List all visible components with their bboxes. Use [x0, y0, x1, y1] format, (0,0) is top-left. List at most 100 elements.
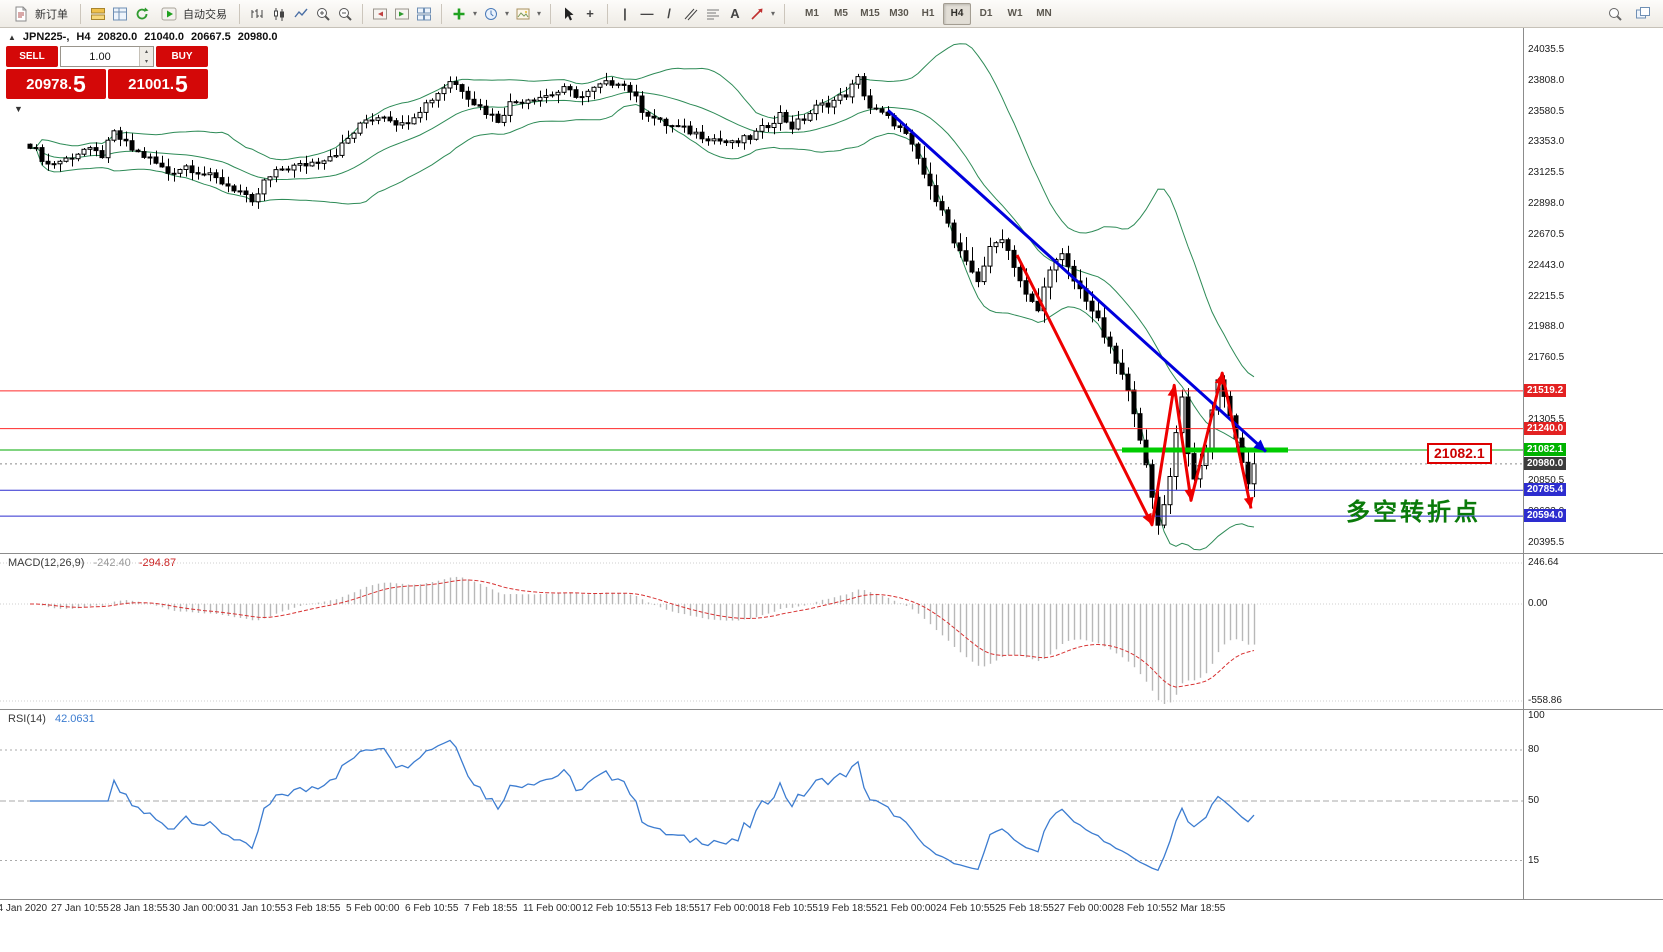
crosshair-icon[interactable]: + [586, 6, 594, 21]
turning-point-note[interactable]: 多空转折点 [1346, 500, 1481, 526]
timeframe-button-w1[interactable]: W1 [1007, 8, 1023, 19]
indicators-add-icon[interactable] [449, 4, 469, 24]
price-tag: 20785.4 [1524, 483, 1567, 497]
price-tick: 22898.0 [1528, 198, 1565, 210]
main-price-chart[interactable] [0, 28, 1523, 553]
price-axis-border [1523, 28, 1524, 899]
horizontal-line-icon[interactable]: — [640, 6, 654, 21]
periods-icon[interactable] [481, 4, 501, 24]
autotrading-icon [159, 4, 179, 24]
toolbar-right-group [1605, 4, 1657, 24]
toolbar-separator [362, 3, 363, 24]
price-tick: 22215.5 [1528, 290, 1565, 302]
bar-chart-icon[interactable] [247, 4, 267, 24]
timeframe-button-h1[interactable]: H1 [921, 8, 935, 19]
rsi-indicator-panel[interactable] [0, 710, 1523, 899]
symbol-timeframe: H4 [76, 31, 91, 43]
panel-separator[interactable] [0, 553, 1663, 554]
arrow-tools-icon[interactable] [747, 4, 767, 24]
time-axis-label: 30 Jan 00:00 [169, 903, 227, 914]
indicators-caret-icon[interactable]: ▾ [472, 9, 477, 18]
one-click-trade-panel: SELL 1.00 ▴ ▾ BUY 20978. 5 21001. 5 [6, 46, 208, 99]
rsi-axis-tick: 100 [1528, 710, 1545, 721]
rsi-label: RSI(14) 42.0631 [8, 713, 95, 725]
time-axis-label: 13 Feb 18:55 [641, 903, 700, 914]
sell-price-button[interactable]: 20978. 5 [6, 69, 106, 99]
timeframe-button-m1[interactable]: M1 [805, 8, 819, 19]
toolbar-separator [607, 3, 608, 24]
auto-scroll-icon[interactable] [392, 4, 412, 24]
rsi-axis-tick: 15 [1528, 854, 1540, 866]
price-level-callout[interactable]: 21082.1 [1427, 443, 1492, 464]
timeframe-button-h4[interactable]: H4 [943, 2, 971, 25]
autotrading-button[interactable]: 自动交易 [154, 2, 232, 26]
refresh-icon[interactable] [132, 4, 152, 24]
macd-value: -242.40 [93, 557, 131, 569]
timeframe-button-m30[interactable]: M30 [889, 8, 909, 19]
timeframe-button-m15[interactable]: M15 [860, 8, 880, 19]
tile-windows-icon[interactable] [414, 4, 434, 24]
symbol-header: ▲ JPN225-, H4 20820.0 21040.0 20667.5 20… [8, 31, 278, 43]
price-tag: 20594.0 [1524, 509, 1567, 523]
toolbar-separator [441, 3, 442, 24]
templates-icon[interactable] [513, 4, 533, 24]
volume-down-icon[interactable]: ▾ [140, 56, 153, 66]
price-tick: 22443.0 [1528, 259, 1565, 271]
zoom-in-icon[interactable] [313, 4, 333, 24]
panel-separator[interactable] [0, 709, 1663, 710]
sell-price-big-digit: 5 [73, 70, 86, 97]
candlestick-icon[interactable] [269, 4, 289, 24]
bar-low: 20667.5 [191, 31, 231, 43]
macd-name: MACD(12,26,9) [8, 557, 85, 569]
time-axis-label: 11 Feb 00:00 [523, 903, 582, 914]
cursor-icon[interactable] [558, 4, 578, 24]
vertical-line-icon[interactable]: | [623, 6, 627, 21]
templates-caret-icon[interactable]: ▾ [536, 9, 541, 18]
volume-stepper[interactable]: 1.00 ▴ ▾ [60, 46, 154, 67]
periods-caret-icon[interactable]: ▾ [504, 9, 509, 18]
search-icon[interactable] [1605, 4, 1625, 24]
buy-price: 21001. [128, 75, 175, 93]
toolbar-separator [784, 3, 785, 24]
trendline-icon[interactable]: / [667, 6, 671, 21]
price-tick: 24035.5 [1528, 44, 1565, 55]
data-window-icon[interactable] [110, 4, 130, 24]
bar-close: 20980.0 [237, 31, 278, 43]
main-toolbar: 新订单 自动交易 ▾ [0, 0, 1663, 28]
volume-value[interactable]: 1.00 [89, 50, 111, 63]
sell-button[interactable]: SELL [6, 46, 58, 67]
timeframe-button-d1[interactable]: D1 [979, 8, 993, 19]
sell-price: 20978. [26, 75, 73, 93]
buy-price-button[interactable]: 21001. 5 [108, 69, 208, 99]
zoom-out-icon[interactable] [335, 4, 355, 24]
macd-axis-tick: 246.64 [1528, 557, 1559, 568]
time-axis-label: 28 Feb 10:55 [1113, 903, 1172, 914]
text-tool-icon[interactable]: A [730, 6, 740, 21]
buy-price-big-digit: 5 [175, 70, 188, 97]
fibonacci-icon[interactable] [703, 4, 723, 24]
macd-label: MACD(12,26,9) -242.40 -294.87 [8, 557, 176, 569]
time-axis-label: 2 Mar 18:55 [1172, 903, 1226, 914]
channel-icon[interactable] [681, 4, 701, 24]
new-order-button[interactable]: 新订单 [6, 2, 73, 26]
macd-indicator-panel[interactable] [0, 554, 1523, 708]
trade-panel-collapse-icon[interactable]: ▼ [14, 104, 23, 114]
timeframe-button-m5[interactable]: M5 [834, 8, 848, 19]
line-chart-icon[interactable] [291, 4, 311, 24]
buy-button[interactable]: BUY [156, 46, 208, 67]
market-watch-icon[interactable] [88, 4, 108, 24]
arrow-tools-caret-icon[interactable]: ▾ [770, 9, 775, 18]
trade-panel-toggle-icon[interactable]: ▲ [8, 32, 16, 42]
time-axis-label: 31 Jan 10:55 [228, 903, 286, 914]
price-tick: 20395.5 [1528, 537, 1565, 548]
time-axis-label: 24 Jan 2020 [0, 903, 48, 914]
volume-up-icon[interactable]: ▴ [140, 47, 153, 57]
chart-shift-icon[interactable] [370, 4, 390, 24]
timeframe-button-mn[interactable]: MN [1036, 8, 1052, 19]
price-tick: 21533.0 [1528, 382, 1565, 394]
toolbar-separator [550, 3, 551, 24]
time-axis-label: 19 Feb 18:55 [818, 903, 877, 914]
price-tick: 22670.5 [1528, 228, 1565, 240]
price-tag: 21519.2 [1524, 383, 1567, 397]
chart-windows-icon[interactable] [1633, 4, 1653, 24]
